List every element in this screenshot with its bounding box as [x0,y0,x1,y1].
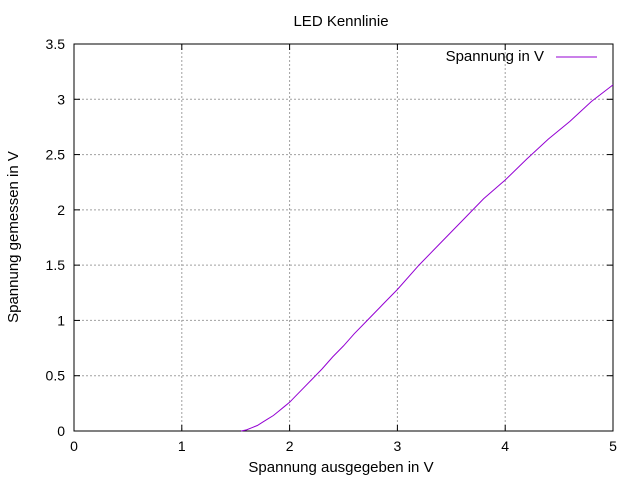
y-tick-label: 1 [57,312,65,328]
x-tick-label: 4 [501,438,509,454]
y-tick-label: 0.5 [46,368,66,384]
grid [74,44,613,431]
y-tick-label: 2 [57,202,65,218]
y-tick-label: 3 [57,91,65,107]
x-tick-label: 1 [178,438,186,454]
chart-title: LED Kennlinie [293,13,388,30]
x-axis-title: Spannung ausgegeben in V [248,459,433,476]
x-tick-label: 2 [286,438,294,454]
x-tick-label: 3 [394,438,402,454]
plot-area-border [73,43,614,432]
x-tick-label: 0 [70,438,78,454]
series-layer [241,84,614,432]
legend: Spannung in V [446,48,597,65]
y-tick-label: 0 [57,423,65,439]
ticks: 0 1 2 3 4 5 0 0.5 1 1.5 2 2.5 3 3.5 [46,36,618,454]
y-tick-label: 3.5 [46,36,66,52]
legend-label: Spannung in V [446,48,544,65]
y-tick-label: 2.5 [46,147,66,163]
y-tick-label: 1.5 [46,257,66,273]
x-tick-label: 5 [609,438,617,454]
series-line [241,84,614,432]
y-axis-title: Spannung gemessen in V [5,151,22,323]
